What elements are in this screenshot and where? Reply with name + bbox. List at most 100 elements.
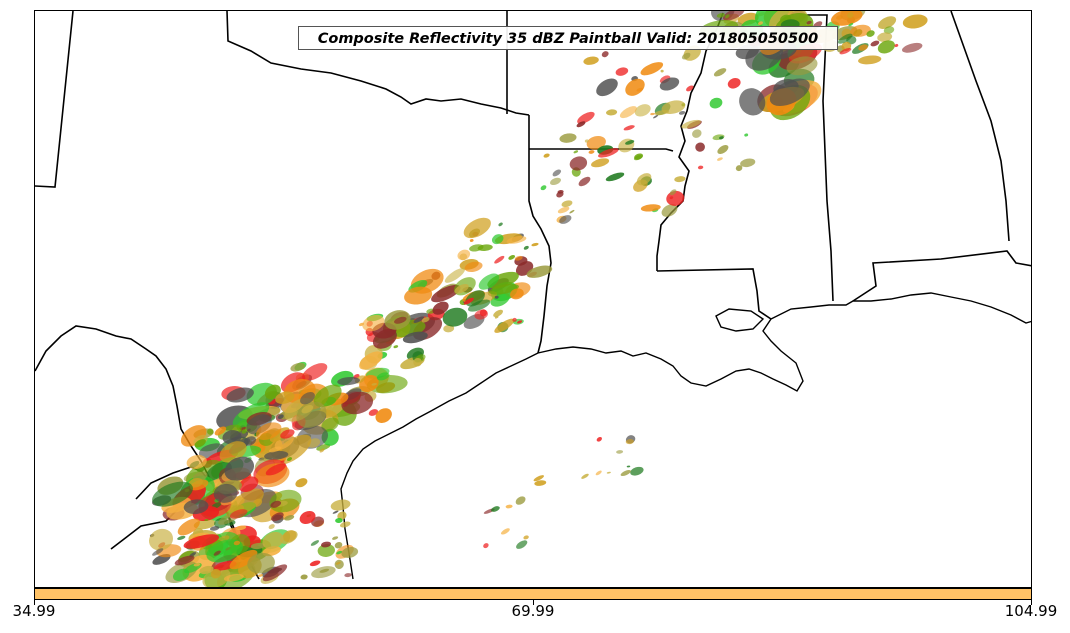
reflectivity-blob	[371, 383, 377, 386]
reflectivity-blob	[526, 265, 553, 278]
reflectivity-blob	[250, 542, 266, 550]
reflectivity-blob	[883, 26, 895, 34]
alabama-florida-border	[852, 250, 1031, 302]
reflectivity-blob	[615, 67, 629, 76]
map-canvas[interactable]	[35, 11, 1032, 588]
reflectivity-blob	[341, 391, 374, 415]
reflectivity-blob	[148, 528, 174, 551]
reflectivity-blob	[332, 536, 339, 540]
new-mexico-border	[35, 11, 74, 188]
reflectivity-blob	[601, 51, 609, 58]
mississippi-alabama-coast	[770, 292, 1031, 324]
reflectivity-blob	[709, 97, 723, 109]
reflectivity-blob	[332, 510, 339, 514]
reflectivity-blob	[229, 488, 264, 515]
reflectivity-blob	[335, 517, 343, 524]
reflectivity-blob	[606, 109, 618, 116]
reflectivity-paintball	[148, 11, 928, 587]
reflectivity-blob	[222, 430, 242, 445]
reflectivity-blob	[404, 286, 433, 305]
colorbar-tick-label-max: 104.99	[1004, 602, 1058, 620]
reflectivity-blob	[517, 320, 523, 324]
reflectivity-blob	[214, 426, 227, 436]
reflectivity-blob	[177, 518, 200, 536]
reflectivity-blob	[255, 422, 282, 441]
reflectivity-blob	[533, 475, 544, 482]
reflectivity-blob	[264, 384, 281, 400]
reflectivity-blob	[172, 568, 190, 582]
reflectivity-blob	[193, 563, 201, 567]
reflectivity-blob	[877, 32, 893, 42]
reflectivity-blob	[188, 478, 203, 488]
reflectivity-blob	[213, 550, 221, 556]
reflectivity-blob	[491, 506, 500, 512]
arkansas-louisiana-border	[529, 148, 674, 152]
reflectivity-blob	[561, 200, 573, 208]
reflectivity-blob	[413, 357, 422, 367]
reflectivity-blob	[319, 568, 330, 573]
colorbar	[34, 588, 1032, 600]
reflectivity-blob	[271, 512, 284, 522]
reflectivity-blob	[634, 104, 651, 117]
reflectivity-blob	[549, 177, 562, 186]
map-panel[interactable]: Composite Reflectivity 35 dBZ Paintball …	[34, 10, 1032, 588]
reflectivity-blob	[716, 157, 723, 161]
reflectivity-blob	[894, 43, 899, 48]
reflectivity-blob	[337, 376, 360, 386]
reflectivity-blob	[744, 133, 749, 137]
reflectivity-blob	[559, 133, 577, 143]
reflectivity-blob	[573, 150, 579, 154]
reflectivity-blob	[241, 429, 247, 434]
reflectivity-blob	[616, 450, 624, 454]
reflectivity-blob	[224, 456, 255, 481]
lake-pontchartrain	[715, 308, 765, 332]
reflectivity-blob	[316, 443, 331, 451]
reflectivity-blob	[640, 62, 664, 76]
reflectivity-blob	[478, 273, 500, 290]
reflectivity-blob	[199, 565, 214, 575]
colorbar-tick-mark-3	[1031, 600, 1032, 605]
reflectivity-blob	[335, 561, 341, 565]
reflectivity-blob	[878, 16, 897, 29]
reflectivity-blob	[717, 144, 729, 155]
reflectivity-blob	[431, 284, 461, 303]
reflectivity-blob	[569, 209, 575, 214]
reflectivity-blob	[394, 316, 407, 324]
reflectivity-blob	[674, 176, 686, 183]
reflectivity-blob	[432, 301, 449, 315]
reflectivity-blob	[620, 469, 631, 477]
reflectivity-blob	[576, 121, 586, 128]
reflectivity-blob	[300, 392, 315, 405]
reflectivity-blob	[413, 316, 425, 323]
reflectivity-blob	[669, 189, 677, 196]
reflectivity-blob	[725, 14, 730, 19]
texas-panhandle-border	[226, 11, 530, 116]
reflectivity-blob	[464, 261, 483, 272]
reflectivity-blob	[870, 40, 880, 47]
reflectivity-blob	[505, 504, 513, 509]
reflectivity-blob	[866, 30, 875, 37]
reflectivity-blob	[858, 55, 882, 65]
mississippi-alabama-border	[801, 14, 834, 302]
reflectivity-blob	[183, 534, 220, 549]
reflectivity-blob	[595, 470, 602, 476]
reflectivity-blob	[713, 68, 727, 77]
reflectivity-blob	[625, 78, 645, 96]
reflectivity-blob	[661, 204, 678, 217]
reflectivity-blob	[233, 540, 241, 546]
reflectivity-blob	[902, 14, 928, 29]
reflectivity-blob	[491, 234, 504, 245]
reflectivity-blob	[534, 480, 547, 486]
reflectivity-blob	[839, 48, 852, 55]
reflectivity-blob	[457, 249, 471, 261]
reflectivity-blob	[515, 496, 526, 505]
reflectivity-blob	[286, 457, 293, 462]
reflectivity-blob	[659, 77, 680, 91]
reflectivity-blob	[494, 295, 499, 299]
reflectivity-blob	[376, 372, 390, 381]
reflectivity-blob	[467, 299, 491, 312]
reflectivity-blob	[262, 564, 288, 582]
louisiana-coast	[537, 318, 804, 392]
mississippi-river-border	[656, 12, 724, 271]
reflectivity-blob	[368, 409, 379, 416]
